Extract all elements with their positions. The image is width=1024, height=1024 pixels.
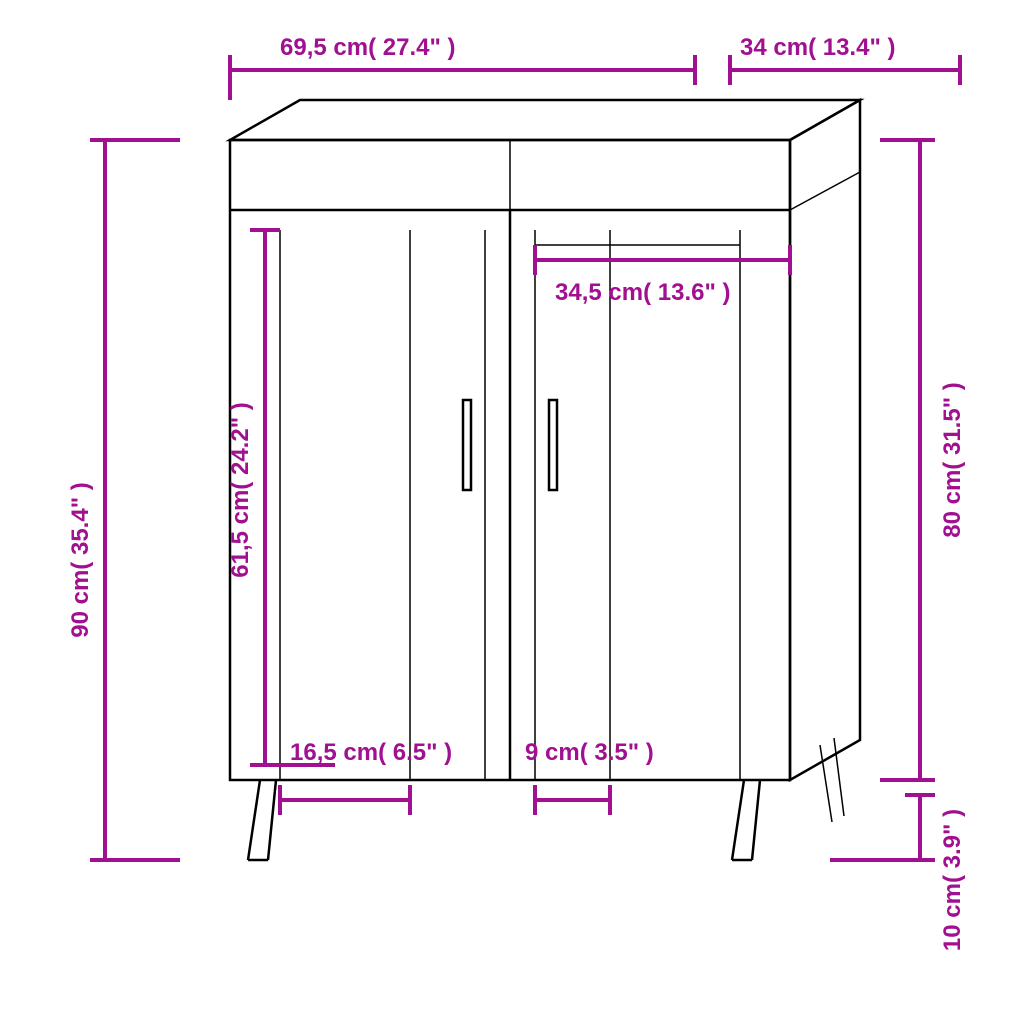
label-top-width: 69,5 cm( 27.4" ) xyxy=(280,34,456,61)
label-top-depth: 34 cm( 13.4" ) xyxy=(740,34,896,61)
label-door-height: 61,5 cm( 24.2" ) xyxy=(227,402,254,578)
dimension-diagram: 69,5 cm( 27.4" ) 34 cm( 13.4" ) 34,5 cm(… xyxy=(0,0,1024,1024)
label-panel-narrow: 9 cm( 3.5" ) xyxy=(525,739,654,766)
label-shelf-width: 34,5 cm( 13.6" ) xyxy=(555,279,731,306)
label-panel-wide: 16,5 cm( 6.5" ) xyxy=(290,739,452,766)
label-body-height: 80 cm( 31.5" ) xyxy=(939,382,966,538)
label-leg-height: 10 cm( 3.9" ) xyxy=(939,809,966,951)
label-total-height: 90 cm( 35.4" ) xyxy=(67,482,94,638)
